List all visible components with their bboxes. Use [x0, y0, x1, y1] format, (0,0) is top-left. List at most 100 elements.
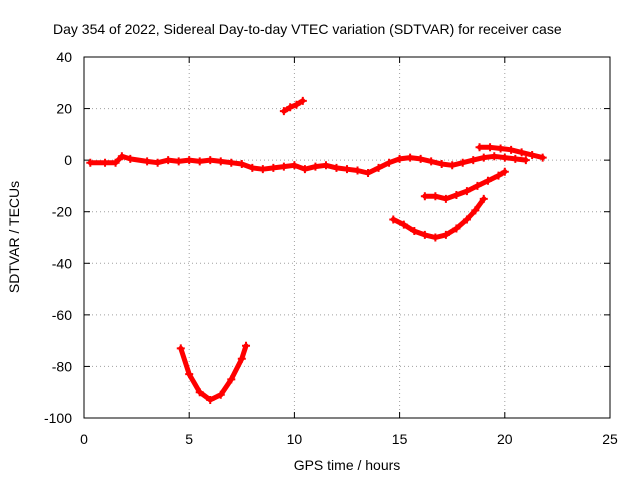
- axis-ticks: 0 5 10 15 20 25 -100 -80 -60 -40 -20 0 20 40: [44, 49, 618, 447]
- data-point: [437, 160, 446, 169]
- data-point: [237, 160, 246, 169]
- data-point: [511, 154, 520, 163]
- data-point: [427, 157, 436, 166]
- data-point: [496, 144, 505, 153]
- y-tick-label: 40: [56, 49, 72, 65]
- data-point: [164, 156, 173, 165]
- data-point: [269, 163, 278, 172]
- data-point: [185, 156, 194, 165]
- series-deep-arc: [176, 341, 251, 404]
- y-tick-label: -20: [52, 204, 72, 220]
- data-point: [452, 190, 461, 199]
- series-main-track: [86, 152, 530, 178]
- data-point: [431, 192, 440, 201]
- data-point: [343, 165, 351, 174]
- data-point: [206, 156, 215, 165]
- data-point: [86, 158, 95, 167]
- data-point: [206, 395, 215, 404]
- series-line: [87, 153, 529, 176]
- data-point: [101, 158, 110, 167]
- data-point: [528, 150, 537, 159]
- x-tick-label: 0: [80, 431, 88, 447]
- y-tick-label: 20: [56, 101, 72, 117]
- data-point: [500, 167, 509, 176]
- data-point: [374, 163, 383, 172]
- y-tick-label: -100: [44, 410, 72, 426]
- data-point: [279, 107, 288, 116]
- plot-frame: [83, 56, 611, 419]
- data-point: [441, 194, 450, 203]
- data-point: [420, 230, 429, 239]
- data-point: [300, 165, 309, 174]
- chart-title: Day 354 of 2022, Sidereal Day-to-day VTE…: [53, 21, 562, 37]
- data-point: [475, 143, 484, 152]
- x-axis-label: GPS time / hours: [294, 457, 401, 473]
- data-point: [473, 181, 482, 190]
- data-point: [311, 162, 320, 171]
- data-point: [242, 341, 251, 350]
- data-point: [389, 215, 398, 224]
- data-point: [290, 161, 299, 170]
- data-point: [483, 176, 492, 185]
- data-point: [469, 156, 478, 165]
- data-point: [248, 163, 257, 172]
- data-point: [385, 158, 394, 167]
- data-point: [364, 169, 373, 178]
- data-point: [185, 370, 194, 379]
- data-point: [494, 171, 503, 180]
- data-point: [486, 143, 495, 152]
- data-point: [500, 153, 509, 162]
- data-point: [471, 206, 480, 215]
- data-point: [195, 388, 204, 397]
- series-line: [390, 196, 487, 240]
- data-point: [321, 161, 330, 170]
- x-tick-label: 10: [287, 431, 303, 447]
- data-point: [298, 96, 307, 105]
- data-point: [279, 162, 288, 171]
- data-point: [431, 233, 440, 242]
- data-point: [174, 157, 183, 166]
- data-point: [420, 192, 429, 201]
- data-point: [332, 163, 341, 172]
- data-point: [399, 220, 408, 229]
- grid: [84, 57, 610, 418]
- data-point: [216, 390, 225, 399]
- y-axis-label: SDTVAR / TECUs: [6, 181, 22, 293]
- data-point: [479, 153, 488, 162]
- x-tick-label: 25: [602, 431, 618, 447]
- data-point: [452, 224, 461, 233]
- data-point: [111, 158, 120, 167]
- x-tick-label: 15: [392, 431, 408, 447]
- data-point: [517, 148, 526, 157]
- x-tick-label: 5: [185, 431, 193, 447]
- data-point: [448, 161, 457, 170]
- data-point: [258, 165, 267, 174]
- y-tick-label: -60: [52, 307, 72, 323]
- series-line: [281, 98, 306, 114]
- data-point: [195, 157, 204, 166]
- series-upper-arc: [475, 143, 547, 162]
- data-point: [126, 154, 135, 163]
- data-point: [117, 152, 126, 161]
- y-tick-label: -40: [52, 255, 72, 271]
- y-tick-label: -80: [52, 358, 72, 374]
- data-marks: [86, 96, 547, 404]
- data-point: [410, 227, 419, 236]
- data-point: [292, 100, 301, 109]
- data-point: [216, 157, 225, 166]
- data-point: [441, 230, 450, 239]
- data-point: [176, 344, 185, 353]
- data-point: [153, 158, 162, 167]
- data-point: [143, 157, 152, 166]
- series-lower-arc: [389, 194, 488, 242]
- series-line: [178, 343, 249, 403]
- y-tick-label: 0: [64, 152, 72, 168]
- data-point: [406, 153, 415, 162]
- series-line: [422, 169, 508, 202]
- data-point: [395, 154, 404, 163]
- data-point: [521, 156, 530, 165]
- data-point: [227, 375, 236, 384]
- data-point: [237, 354, 246, 363]
- data-point: [538, 153, 547, 162]
